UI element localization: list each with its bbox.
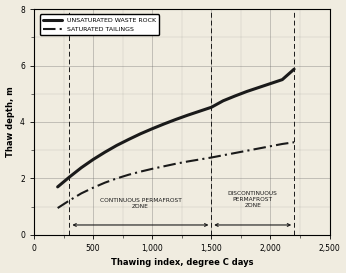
UNSATURATED WASTE ROCK bbox=[115, 144, 119, 147]
UNSATURATED WASTE ROCK bbox=[209, 106, 213, 109]
SATURATED TAILINGS bbox=[67, 199, 72, 202]
SATURATED TAILINGS bbox=[185, 160, 190, 163]
UNSATURATED WASTE ROCK bbox=[162, 122, 166, 126]
SATURATED TAILINGS bbox=[257, 147, 261, 150]
UNSATURATED WASTE ROCK bbox=[257, 86, 261, 89]
UNSATURATED WASTE ROCK bbox=[56, 185, 60, 189]
UNSATURATED WASTE ROCK bbox=[79, 166, 83, 169]
UNSATURATED WASTE ROCK bbox=[198, 109, 202, 113]
X-axis label: Thawing index, degree C days: Thawing index, degree C days bbox=[110, 259, 253, 268]
UNSATURATED WASTE ROCK bbox=[221, 99, 225, 102]
Line: UNSATURATED WASTE ROCK: UNSATURATED WASTE ROCK bbox=[58, 69, 294, 187]
SATURATED TAILINGS bbox=[162, 165, 166, 168]
SATURATED TAILINGS bbox=[138, 170, 143, 173]
UNSATURATED WASTE ROCK bbox=[150, 127, 154, 130]
UNSATURATED WASTE ROCK bbox=[268, 82, 273, 85]
SATURATED TAILINGS bbox=[233, 151, 237, 155]
UNSATURATED WASTE ROCK bbox=[233, 94, 237, 98]
SATURATED TAILINGS bbox=[292, 141, 296, 144]
Line: SATURATED TAILINGS: SATURATED TAILINGS bbox=[58, 142, 294, 208]
UNSATURATED WASTE ROCK bbox=[185, 114, 190, 117]
UNSATURATED WASTE ROCK bbox=[103, 150, 107, 154]
UNSATURATED WASTE ROCK bbox=[127, 138, 131, 141]
Legend: UNSATURATED WASTE ROCK, SATURATED TAILINGS: UNSATURATED WASTE ROCK, SATURATED TAILIN… bbox=[40, 14, 159, 35]
SATURATED TAILINGS bbox=[115, 177, 119, 180]
Text: CONTINUOUS PERMAFROST
ZONE: CONTINUOUS PERMAFROST ZONE bbox=[100, 198, 181, 209]
SATURATED TAILINGS bbox=[221, 154, 225, 157]
UNSATURATED WASTE ROCK bbox=[138, 132, 143, 135]
UNSATURATED WASTE ROCK bbox=[67, 175, 72, 179]
SATURATED TAILINGS bbox=[56, 206, 60, 210]
SATURATED TAILINGS bbox=[127, 173, 131, 176]
UNSATURATED WASTE ROCK bbox=[245, 90, 249, 93]
SATURATED TAILINGS bbox=[209, 156, 213, 159]
SATURATED TAILINGS bbox=[79, 192, 83, 195]
SATURATED TAILINGS bbox=[198, 158, 202, 161]
SATURATED TAILINGS bbox=[245, 149, 249, 152]
SATURATED TAILINGS bbox=[268, 145, 273, 148]
Text: DISCONTINUOUS
PERMAFROST
ZONE: DISCONTINUOUS PERMAFROST ZONE bbox=[228, 191, 277, 208]
UNSATURATED WASTE ROCK bbox=[91, 158, 95, 161]
SATURATED TAILINGS bbox=[280, 142, 284, 146]
UNSATURATED WASTE ROCK bbox=[292, 67, 296, 71]
SATURATED TAILINGS bbox=[150, 167, 154, 170]
SATURATED TAILINGS bbox=[91, 186, 95, 189]
UNSATURATED WASTE ROCK bbox=[174, 118, 178, 121]
SATURATED TAILINGS bbox=[174, 162, 178, 165]
SATURATED TAILINGS bbox=[103, 181, 107, 184]
UNSATURATED WASTE ROCK bbox=[280, 78, 284, 81]
Y-axis label: Thaw depth, m: Thaw depth, m bbox=[6, 87, 15, 157]
